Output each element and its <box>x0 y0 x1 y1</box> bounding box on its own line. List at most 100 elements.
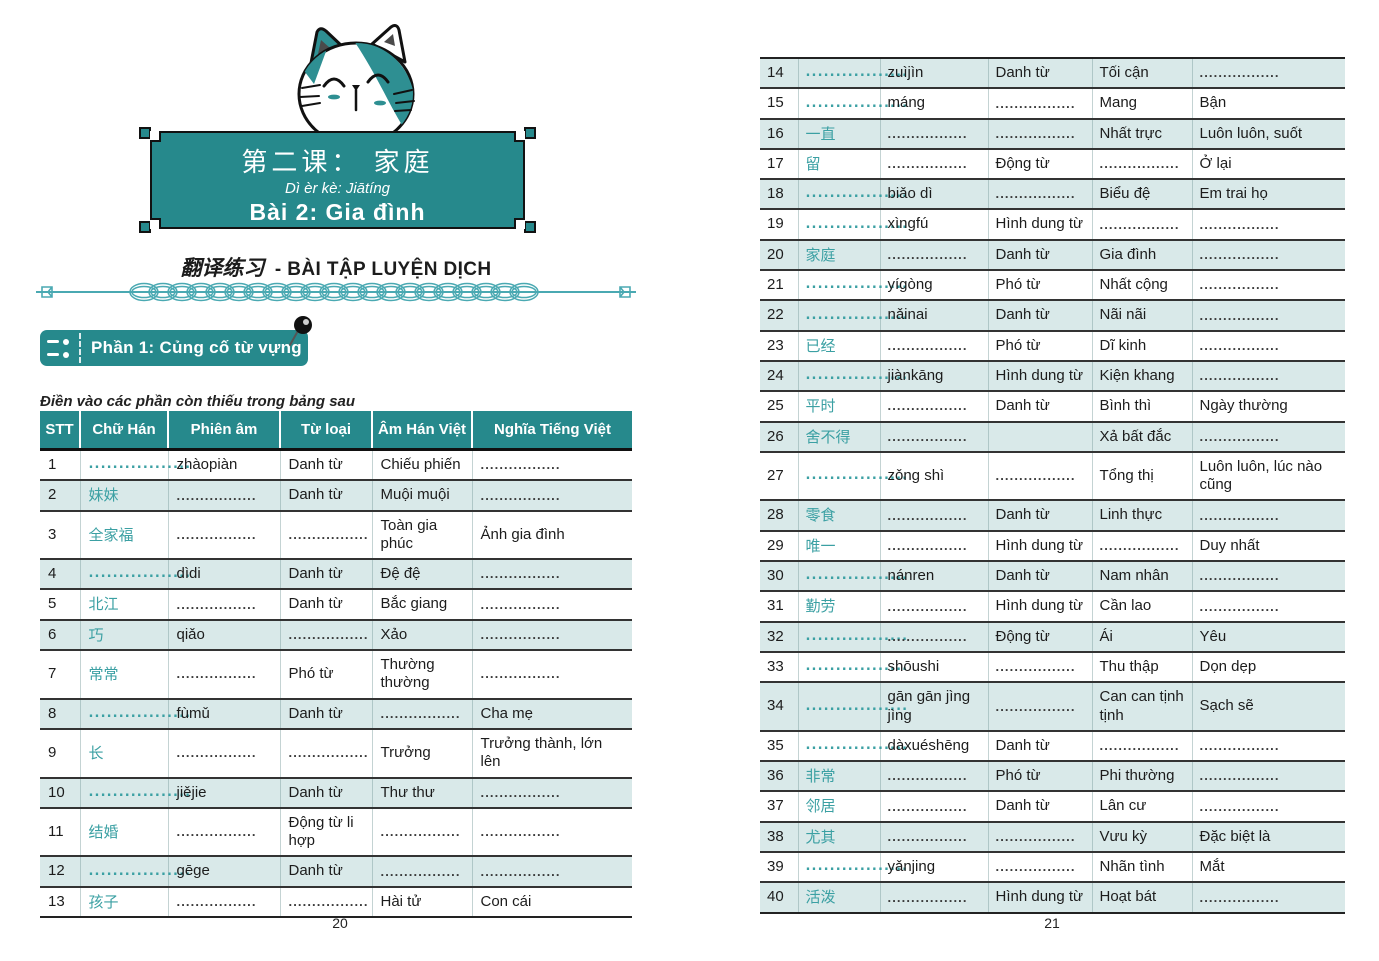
cell-am-han-viet: Mang <box>1092 88 1193 119</box>
lesson-title-vietnamese: Bài 2: Gia đình <box>249 199 426 225</box>
cell-tu-loai: Hình dung từ <box>988 209 1093 240</box>
cell-stt: 29 <box>760 530 799 562</box>
cell-phien-am: ................. <box>880 421 989 452</box>
cell-tu-loai: Danh từ <box>280 777 373 808</box>
cat-mascot-illustration <box>297 24 415 146</box>
table-row: 15................. máng.................… <box>760 88 1345 119</box>
cell-chu-han: 巧 <box>80 619 169 651</box>
page-number-left: 20 <box>332 915 348 931</box>
cell-am-han-viet: Xảo <box>372 619 473 651</box>
banner-corner-notch <box>514 131 525 142</box>
lesson-title-chinese: 第二课： 家庭 <box>241 148 434 178</box>
cell-nghia-tieng-viet: Ngày thường <box>1199 397 1288 415</box>
cell-tu-loai: Hình dung từ <box>988 530 1093 562</box>
cell-chu-han: 妹妹 <box>80 480 169 511</box>
cell-tu-loai: Động từ <box>988 621 1093 652</box>
cell-chu-han: 勤劳 <box>798 591 881 622</box>
cell-stt: 31 <box>760 591 799 622</box>
cell-tu-loai: ................. <box>988 118 1093 149</box>
cell-chu-han: ................. <box>798 360 907 392</box>
cell-tu-loai: Danh từ <box>988 391 1093 422</box>
cell-nghia-tieng-viet: ................. <box>480 457 561 473</box>
cell-nghia-tieng-viet: ................. <box>1199 428 1280 444</box>
cell-nghia-tieng-viet: ................. <box>1199 798 1280 814</box>
cell-stt: 7 <box>40 650 81 699</box>
cell-chu-han: ................. <box>798 730 907 762</box>
cell-nghia-tieng-viet: Mắt <box>1199 858 1225 876</box>
section-heading-vietnamese: - BÀI TẬP LUYỆN DỊCH <box>274 259 492 280</box>
cell-am-han-viet: ................. <box>1092 530 1193 562</box>
cell-phien-am: gēge <box>168 856 281 887</box>
cell-am-han-viet: Biểu đệ <box>1092 179 1193 210</box>
cell-stt: 23 <box>760 330 799 361</box>
cell-am-han-viet: Muội muội <box>372 480 473 511</box>
cell-nghia-tieng-viet: ................. <box>1199 216 1280 232</box>
cell-nghia-tieng-viet: Con cái <box>480 892 532 910</box>
cell-nghia-tieng-viet: Trưởng thành, lớn lên <box>480 734 603 771</box>
section-heading-chinese: 翻译练习 <box>180 255 265 280</box>
cell-am-han-viet: Đệ đệ <box>372 559 473 590</box>
cell-chu-han: 家庭 <box>798 239 881 271</box>
cell-tu-loai: Danh từ <box>280 856 373 887</box>
cell-nghia-tieng-viet: ................. <box>480 487 561 503</box>
cell-chu-han: ................. <box>80 559 190 590</box>
cell-tu-loai: Phó từ <box>988 761 1093 792</box>
section-heading: 翻译练习 - BÀI TẬP LUYỆN DỊCH <box>40 252 632 282</box>
cell-tu-loai: ................. <box>988 852 1093 883</box>
cell-am-han-viet: Thường thường <box>372 650 473 699</box>
table-row: 18................. biǎo dì..............… <box>760 179 1345 210</box>
cell-chu-han: 常常 <box>80 650 169 699</box>
cell-phien-am: zuìjìn <box>880 58 989 89</box>
push-pin-icon <box>289 316 312 346</box>
cell-tu-loai: Danh từ <box>280 480 373 511</box>
cell-chu-han: ................. <box>798 852 907 883</box>
cell-nghia-tieng-viet: ................. <box>1199 507 1280 523</box>
cell-stt: 25 <box>760 391 799 422</box>
cell-tu-loai: Hình dung từ <box>988 591 1093 622</box>
cell-tu-loai: ................. <box>988 651 1093 683</box>
cell-am-han-viet: Hài tử <box>372 886 473 918</box>
cell-phien-am: ................. <box>880 500 989 531</box>
cell-chu-han: 孩子 <box>80 886 169 918</box>
cell-phien-am: dìdi <box>168 559 281 590</box>
cell-chu-han: ................. <box>798 88 907 119</box>
cell-nghia-tieng-viet: ................. <box>480 666 561 682</box>
cell-chu-han: ................. <box>798 682 907 731</box>
cell-stt: 16 <box>760 118 799 149</box>
cell-stt: 38 <box>760 821 799 853</box>
part1-label: Phần 1: Củng cố từ vựng <box>91 338 302 357</box>
cell-chu-han: 邻居 <box>798 791 881 822</box>
cell-tu-loai: Danh từ <box>280 559 373 590</box>
cell-stt: 20 <box>760 239 799 271</box>
cell-stt: 27 <box>760 451 799 501</box>
table-row: 38 尤其.................................. Vư… <box>760 821 1345 853</box>
table-row: 24................. jiànkāng Hình dung từ K… <box>760 360 1345 392</box>
cell-am-han-viet: Tối cận <box>1092 58 1193 89</box>
cell-am-han-viet: ................. <box>1092 209 1193 240</box>
table-row: 26 舍不得................. Xả bất đắc........… <box>760 421 1345 452</box>
header-stt: STT <box>40 411 81 450</box>
cell-phien-am: yǎnjing <box>880 852 989 883</box>
cell-phien-am: ................. <box>168 728 281 778</box>
cell-chu-han: ................. <box>80 698 190 729</box>
cell-am-han-viet: Cần lao <box>1092 591 1193 622</box>
cell-chu-han: ................. <box>798 58 907 89</box>
cell-chu-han: 一直 <box>798 118 881 149</box>
cell-phien-am: ................. <box>168 807 281 857</box>
table-row: 20 家庭................. Danh từ Gia đình....… <box>760 239 1345 271</box>
cell-phien-am: ................. <box>880 239 989 271</box>
table-row: 1................. zhàopiàn Danh từ Chiếu p… <box>40 449 632 481</box>
cell-am-han-viet: Thư thư <box>372 777 473 808</box>
cell-phien-am: ................. <box>168 886 281 918</box>
cell-am-han-viet: Linh thực <box>1092 500 1193 531</box>
cell-stt: 24 <box>760 360 799 392</box>
cell-nghia-tieng-viet: ................. <box>1199 598 1280 614</box>
vocab-table-left: STT Chữ Hán Phiên âm Từ loại Âm Hán Việt… <box>40 411 632 919</box>
ribbon-dashed-divider <box>79 333 81 363</box>
cell-chu-han: 留 <box>798 148 881 180</box>
cell-phien-am: ................. <box>880 530 989 562</box>
cell-stt: 13 <box>40 886 81 918</box>
cell-phien-am: nǎinai <box>880 300 989 331</box>
cell-am-han-viet: Kiện khang <box>1092 360 1193 392</box>
table-header-row: STT Chữ Hán Phiên âm Từ loại Âm Hán Việt… <box>40 411 632 450</box>
